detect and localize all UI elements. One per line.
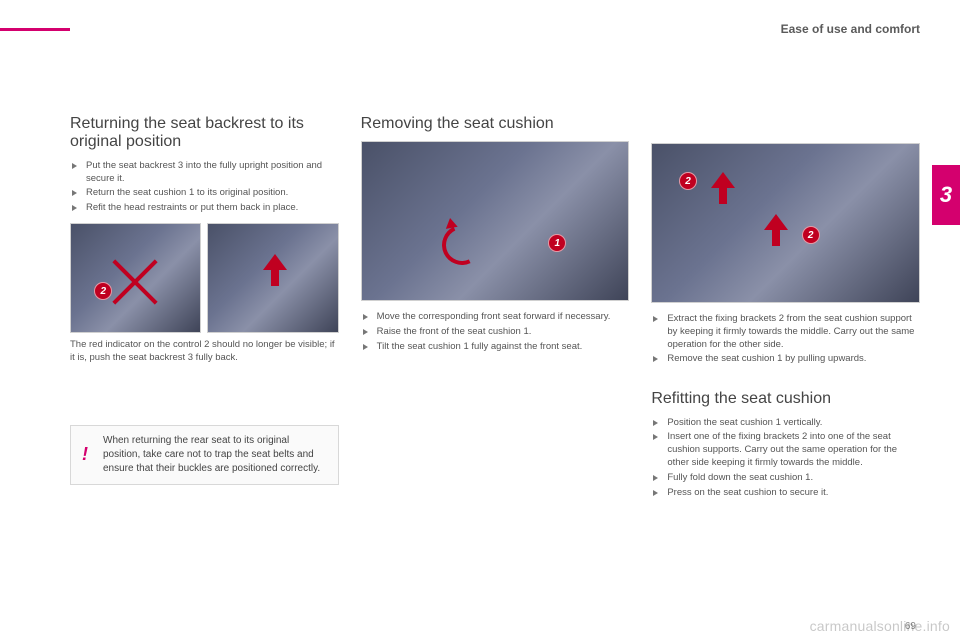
arrow-up-icon [711, 172, 735, 204]
list-item: Insert one of the fixing brackets 2 into… [651, 431, 920, 469]
col2-heading: Removing the seat cushion [361, 115, 630, 133]
chapter-tab: 3 [932, 165, 960, 225]
arrow-up-icon [764, 214, 788, 246]
col3-steps-b: Position the seat cushion 1 vertically. … [651, 417, 920, 500]
spacer [651, 115, 920, 143]
column-3: 2 2 Extract the fixing brackets 2 from t… [651, 115, 920, 508]
watermark: carmanualsonline.info [810, 618, 950, 634]
col2-photo: 1 [361, 141, 630, 301]
col3-heading-b: Refitting the seat cushion [651, 390, 920, 408]
list-item: Tilt the seat cushion 1 fully against th… [361, 341, 630, 354]
col1-steps: Put the seat backrest 3 into the fully u… [70, 160, 339, 215]
warning-box: ! When returning the rear seat to its or… [70, 425, 339, 485]
col1-caption: The red indicator on the control 2 shoul… [70, 339, 339, 365]
page-body: Returning the seat backrest to its origi… [70, 115, 920, 508]
exclamation-icon: ! [71, 426, 99, 484]
list-item: Fully fold down the seat cushion 1. [651, 472, 920, 485]
col3-photo: 2 2 [651, 143, 920, 303]
list-item: Return the seat cushion 1 to its origina… [70, 187, 339, 200]
list-item: Press on the seat cushion to secure it. [651, 487, 920, 500]
col1-photo-pair: 2 [70, 223, 339, 333]
arrow-up-icon [263, 254, 287, 286]
list-item: Extract the fixing brackets 2 from the s… [651, 313, 920, 351]
top-accent-rule [0, 28, 70, 31]
callout-icon: 2 [679, 172, 697, 190]
col1-photo-left: 2 [70, 223, 201, 333]
cross-icon [105, 252, 165, 312]
list-item: Raise the front of the seat cushion 1. [361, 326, 630, 339]
list-item: Position the seat cushion 1 vertically. [651, 417, 920, 430]
col1-heading: Returning the seat backrest to its origi… [70, 115, 339, 152]
list-item: Refit the head restraints or put them ba… [70, 202, 339, 215]
column-1: Returning the seat backrest to its origi… [70, 115, 339, 508]
callout-icon: 1 [548, 234, 566, 252]
warning-text: When returning the rear seat to its orig… [99, 426, 338, 484]
section-title: Ease of use and comfort [781, 22, 920, 36]
callout-icon: 2 [802, 226, 820, 244]
col3-steps-a: Extract the fixing brackets 2 from the s… [651, 313, 920, 366]
col1-photo-right [207, 223, 338, 333]
col2-steps: Move the corresponding front seat forwar… [361, 311, 630, 353]
list-item: Remove the seat cushion 1 by pulling upw… [651, 353, 920, 366]
list-item: Move the corresponding front seat forwar… [361, 311, 630, 324]
arrow-curve-icon [436, 219, 487, 270]
list-item: Put the seat backrest 3 into the fully u… [70, 160, 339, 186]
column-2: Removing the seat cushion 1 Move the cor… [361, 115, 630, 508]
